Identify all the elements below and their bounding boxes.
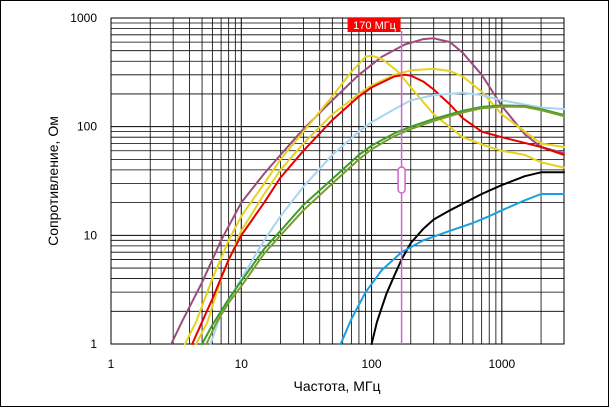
series-line-2	[184, 54, 565, 345]
y-tick-label: 10	[84, 228, 98, 242]
series-line-7	[205, 105, 565, 345]
marker-label-box	[347, 18, 401, 32]
y-tick-label: 1	[90, 337, 97, 351]
x-tick-label: 1000	[488, 357, 515, 371]
x-tick-label: 100	[362, 357, 382, 371]
x-tick-label: 10	[235, 357, 249, 371]
series-line-1	[170, 37, 565, 345]
series-group	[170, 37, 565, 345]
y-tick-label: 1000	[70, 11, 97, 25]
series-line-3	[195, 67, 565, 345]
x-tick-label: 1	[108, 357, 115, 371]
series-line-8	[370, 171, 565, 345]
frequency-marker: 170 МГц	[347, 18, 406, 344]
y-tick-label: 100	[77, 120, 97, 134]
series-line-5	[209, 91, 565, 345]
series-line-4	[191, 73, 565, 345]
series-line-6	[201, 104, 565, 345]
y-axis-title: Сопротивление, Ом	[45, 116, 61, 246]
plot-border	[110, 17, 565, 345]
tick-labels: 1 10 100 1000 1 10 100 1000	[70, 11, 515, 371]
x-axis-title: Частота, МГц	[294, 378, 381, 394]
plot-area	[111, 18, 564, 344]
marker-handle	[397, 166, 406, 194]
grid	[110, 17, 565, 345]
series-line-9	[339, 193, 565, 345]
marker-label: 170 МГц	[353, 20, 397, 32]
